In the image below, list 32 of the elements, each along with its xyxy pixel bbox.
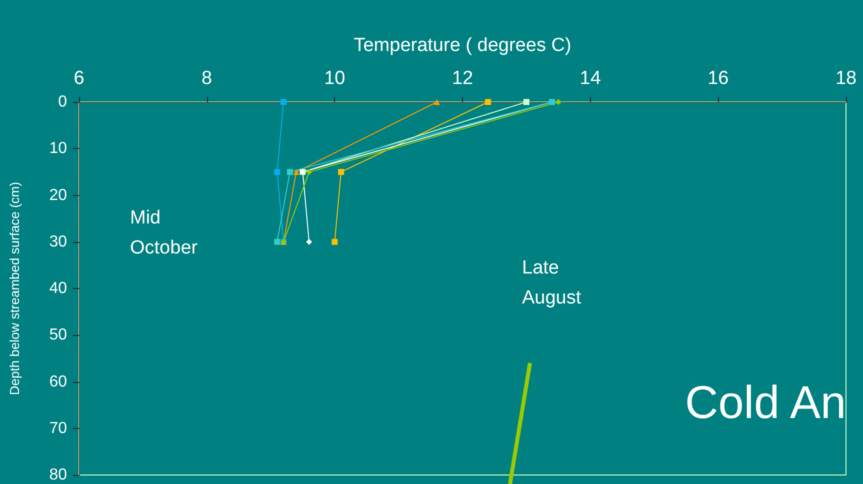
point <box>485 99 492 105</box>
point <box>286 168 293 175</box>
y-tick-label: 60 <box>49 373 68 390</box>
annotation: Cold An <box>685 376 846 428</box>
y-tick-label: 50 <box>49 326 68 344</box>
point <box>274 168 280 175</box>
x-tick-label: 6 <box>74 68 84 89</box>
x-tick-label: 8 <box>202 68 212 89</box>
point <box>274 238 280 245</box>
point <box>338 168 344 175</box>
point <box>555 99 562 105</box>
x-tick-label: 16 <box>708 68 729 89</box>
x-axis-title: Temperature ( degrees C) <box>354 35 572 56</box>
y-tick-label: 10 <box>49 140 68 158</box>
x-tick-label: 18 <box>835 68 857 89</box>
point <box>332 238 338 245</box>
y-tick-label: 20 <box>49 186 68 204</box>
point <box>523 99 530 105</box>
y-tick-label: 40 <box>49 280 68 297</box>
annotation: Mid October <box>130 208 198 258</box>
y-axis-title: Depth below streambed surface (cm) <box>7 182 22 396</box>
y-tick-label: 70 <box>49 420 68 437</box>
point <box>280 99 287 105</box>
x-tick-label: 10 <box>324 68 346 89</box>
x-tick-label: 12 <box>452 68 474 89</box>
y-tick-label: 0 <box>58 94 68 110</box>
x-tick-label: 14 <box>580 68 602 89</box>
y-tick-label: 30 <box>49 233 68 250</box>
y-tick-label: 80 <box>49 466 68 484</box>
annotation: Late August <box>522 258 582 308</box>
point <box>306 238 312 245</box>
point <box>306 168 312 175</box>
